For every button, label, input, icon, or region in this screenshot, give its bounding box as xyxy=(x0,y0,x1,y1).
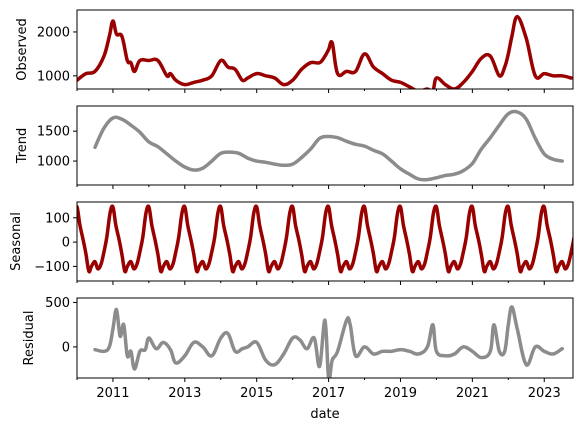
seasonal-ylabel: Seasonal xyxy=(9,212,24,271)
seasonal-ytick-label: −100 xyxy=(34,260,70,275)
xtick-label-2015: 2015 xyxy=(240,386,273,401)
residual-series-line xyxy=(93,305,564,378)
panel-residual: 0 500 Residual xyxy=(22,296,574,382)
residual-ytick-label: 0 xyxy=(62,340,70,355)
observed-ylabel: Observed xyxy=(15,18,30,81)
x-axis: 2011 2013 2015 2017 2019 2021 2023 xyxy=(96,386,560,401)
observed-ytick-label: 1000 xyxy=(37,69,70,84)
panel-seasonal: −100 0 100 Seasonal xyxy=(9,201,574,285)
xtick-label-2021: 2021 xyxy=(456,386,489,401)
panel-trend: 1000 1500 Trend xyxy=(15,105,574,189)
seasonal-series-line xyxy=(77,204,573,274)
trend-ylabel: Trend xyxy=(15,128,30,165)
panels-group: 1000 2000 Observed 1000 1500 Trend −100 0 100 Sea… xyxy=(9,9,574,382)
observed-ytick-label: 2000 xyxy=(37,25,70,40)
trend-series-line xyxy=(93,109,564,182)
observed-series-line xyxy=(77,14,573,89)
xtick-label-2023: 2023 xyxy=(528,386,561,401)
xtick-label-2019: 2019 xyxy=(384,386,417,401)
x-axis-label: date xyxy=(310,407,339,422)
residual-ytick-label: 500 xyxy=(45,296,70,311)
seasonal-frame xyxy=(76,201,574,282)
xtick-label-2011: 2011 xyxy=(96,386,129,401)
xtick-label-2017: 2017 xyxy=(312,386,345,401)
seasonal-ytick-label: 100 xyxy=(45,211,70,226)
trend-ytick-label: 1500 xyxy=(37,125,70,140)
seasonal-ytick-label: 0 xyxy=(62,236,70,251)
observed-frame xyxy=(76,9,574,90)
trend-frame xyxy=(76,105,574,186)
residual-frame xyxy=(76,297,574,379)
trend-ytick-label: 1000 xyxy=(37,155,70,170)
residual-ylabel: Residual xyxy=(22,311,37,366)
xtick-label-2013: 2013 xyxy=(168,386,201,401)
panel-observed: 1000 2000 Observed xyxy=(15,9,574,93)
